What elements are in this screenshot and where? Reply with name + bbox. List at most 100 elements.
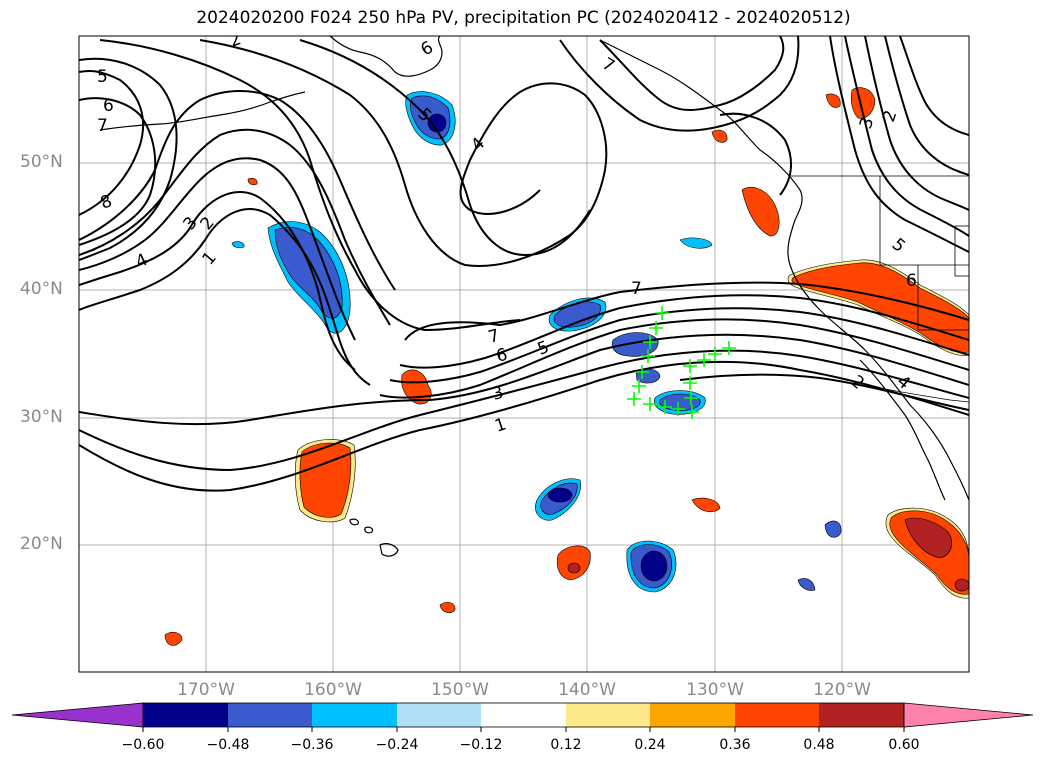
precip-pos-patch	[825, 93, 841, 108]
pv-contour-6	[399, 294, 969, 369]
colorbar-bin	[312, 703, 397, 727]
pv-contour-7	[404, 281, 969, 341]
colorbar-bin	[650, 703, 735, 727]
marker-plus	[649, 321, 663, 335]
colorbar-bin	[143, 703, 228, 727]
precip-pos-patch	[954, 578, 969, 592]
colorbar-bin	[819, 703, 904, 727]
pv-contour-14	[79, 97, 157, 246]
lon-label-120w: 120°W	[813, 680, 871, 700]
colorbar	[11, 702, 1034, 732]
lon-label-130w: 130°W	[686, 680, 744, 700]
colorbar-under-arrow	[11, 702, 144, 728]
contour-label: 7	[631, 279, 642, 299]
precip-pos-patch	[904, 517, 953, 559]
contour-label: 5	[97, 67, 108, 87]
pv-contour-3	[79, 333, 969, 426]
marker-plus	[708, 347, 722, 361]
marker-plus	[632, 379, 646, 393]
state-border	[879, 176, 969, 266]
colorbar-tick-label: −0.24	[375, 737, 419, 753]
precip-neg-patch	[640, 550, 668, 582]
lon-label-170w: 170°W	[177, 680, 235, 700]
marker-plus	[627, 392, 641, 406]
pv-contour-20	[559, 36, 800, 132]
precip-pos-patch	[741, 186, 780, 237]
pv-contour-13	[79, 70, 145, 216]
pv-contour-26	[899, 36, 969, 136]
plot-area	[79, 36, 969, 672]
precip-pos-patch	[439, 601, 456, 614]
pv-contour-4	[379, 318, 969, 399]
contour-label: 7	[486, 326, 502, 348]
colorbar-tick-label: −0.60	[121, 737, 165, 753]
precip-pos-patch	[247, 177, 258, 186]
pv-contour-22	[829, 36, 969, 253]
colorbar-bin	[735, 703, 819, 727]
contour-label: 3	[490, 383, 506, 405]
map-title: 2024020200 F024 250 hPa PV, precipitatio…	[196, 8, 851, 28]
pv-contour-21	[719, 112, 792, 196]
plot-frame	[78, 35, 970, 673]
pv-contour-9	[79, 191, 356, 371]
pv-contour-12	[79, 90, 396, 291]
pv-contour-24	[864, 36, 969, 211]
colorbar-tick-label: −0.48	[206, 737, 250, 753]
pv-contour-5	[389, 307, 969, 384]
us-mexico-border	[879, 387, 969, 403]
marker-plus	[643, 335, 657, 349]
pv-contour-15	[79, 57, 178, 261]
marker-plus	[655, 306, 669, 320]
pv-contour-2	[79, 349, 969, 472]
marker-plus	[722, 341, 736, 355]
marker-plus	[671, 402, 685, 416]
pv-contour-16	[99, 39, 521, 332]
contour-label: 7	[97, 116, 108, 136]
marker-plus	[635, 365, 649, 379]
alaska-coast	[329, 36, 443, 77]
lon-label-150w: 150°W	[431, 680, 489, 700]
colorbar-bin	[481, 703, 566, 727]
pv-contour-10	[79, 157, 356, 341]
colorbar-frame	[142, 702, 905, 728]
political-borders	[790, 175, 969, 403]
lat-label-40n: 40°N	[20, 279, 63, 299]
marker-plus	[683, 376, 697, 390]
precip-neg-patch	[231, 241, 245, 249]
lat-label-50n: 50°N	[20, 152, 63, 172]
pv-contour-11	[79, 128, 391, 326]
lat-label-30n: 30°N	[20, 407, 63, 427]
pv-contour-18	[299, 39, 591, 257]
pv-contour-27	[679, 373, 969, 411]
coastlines	[99, 36, 969, 557]
precip-pos-patch	[164, 631, 183, 646]
aleutian-islands	[99, 91, 306, 131]
colorbar-over-arrow	[903, 702, 1034, 728]
precip-pos-patch	[567, 562, 581, 574]
hawaii-island	[379, 543, 399, 557]
colorbar-tick-label: 0.12	[550, 737, 582, 753]
contour-label: 6	[103, 96, 114, 116]
colorbar-bin	[566, 703, 650, 727]
lon-label-140w: 140°W	[558, 680, 616, 700]
colorbar-bin	[228, 703, 312, 727]
pv-contour-17	[199, 39, 608, 267]
colorbar-bin	[397, 703, 481, 727]
pv-contour-1	[79, 360, 969, 492]
contour-label: 6	[906, 271, 917, 291]
pv-contour-25	[884, 36, 969, 176]
precip-pos-patch	[711, 129, 728, 143]
baja-california-coast	[859, 359, 946, 501]
lon-label-160w: 160°W	[304, 680, 362, 700]
marker-plus	[643, 397, 657, 411]
colorbar-tick-label: −0.36	[290, 737, 334, 753]
marker-plus	[641, 349, 655, 363]
marker-plus	[658, 400, 672, 414]
precip-neg-patch	[797, 578, 816, 591]
storm-track-markers	[627, 306, 736, 419]
precip-neg-patch	[679, 237, 713, 249]
precip-neg-patch	[824, 520, 842, 538]
lat-label-20n: 20°N	[20, 534, 63, 554]
colorbar-tick-label: 0.24	[634, 737, 666, 753]
